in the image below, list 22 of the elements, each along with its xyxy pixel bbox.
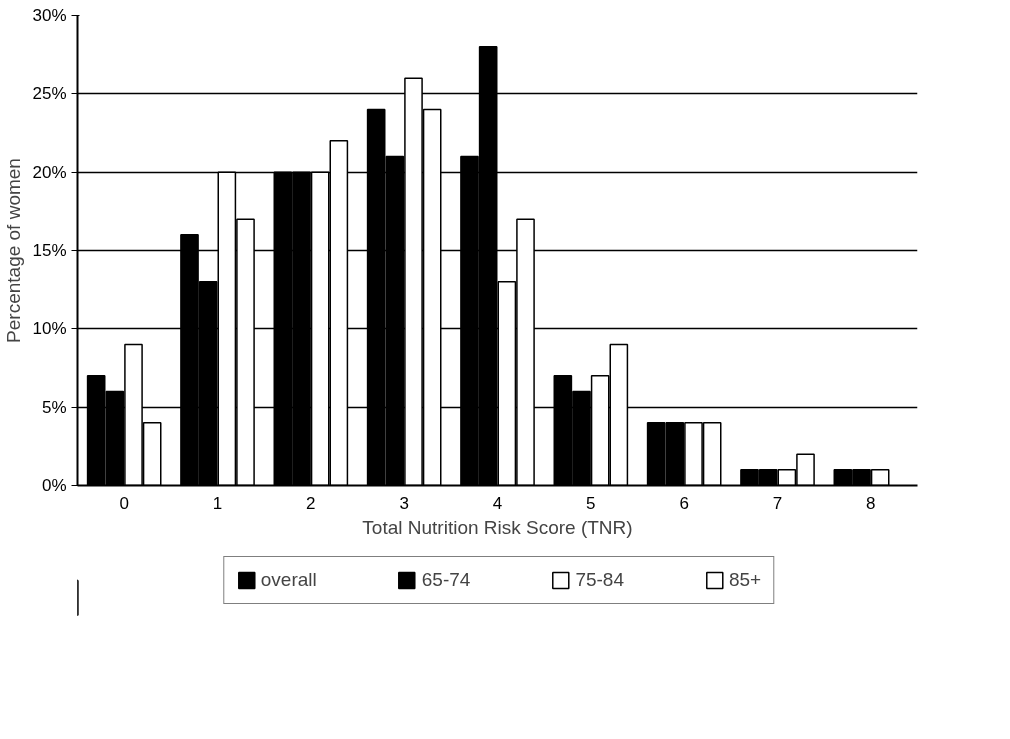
x-tick-label: 0 <box>119 493 129 513</box>
x-tick-label: 8 <box>866 493 876 513</box>
x-tick-label: 1 <box>212 493 223 513</box>
y-tick-label: 0% <box>41 476 67 495</box>
legend-label: 65-74 <box>421 569 471 591</box>
x-tick-label: 6 <box>679 493 689 513</box>
x-axis-title: Total Nutrition Risk Score (TNR) <box>362 516 633 538</box>
legend-label: overall <box>260 569 317 591</box>
y-axis-title: Percentage of women <box>3 158 25 343</box>
y-tick-label: 15% <box>32 241 67 260</box>
y-tick-label: 30% <box>32 6 67 25</box>
legend-label: 85+ <box>728 569 762 591</box>
x-tick-label: 2 <box>306 493 316 513</box>
y-tick-label: 25% <box>32 84 67 104</box>
legend-label: 75-84 <box>575 569 624 591</box>
x-tick-label: 5 <box>586 493 596 513</box>
y-tick-label: 5% <box>41 397 67 417</box>
y-tick-label: 10% <box>32 319 67 339</box>
x-tick-label: 3 <box>399 493 409 513</box>
x-tick-label: 7 <box>772 493 783 513</box>
x-tick-label: 4 <box>492 493 503 513</box>
y-tick-label: 20% <box>32 162 67 182</box>
